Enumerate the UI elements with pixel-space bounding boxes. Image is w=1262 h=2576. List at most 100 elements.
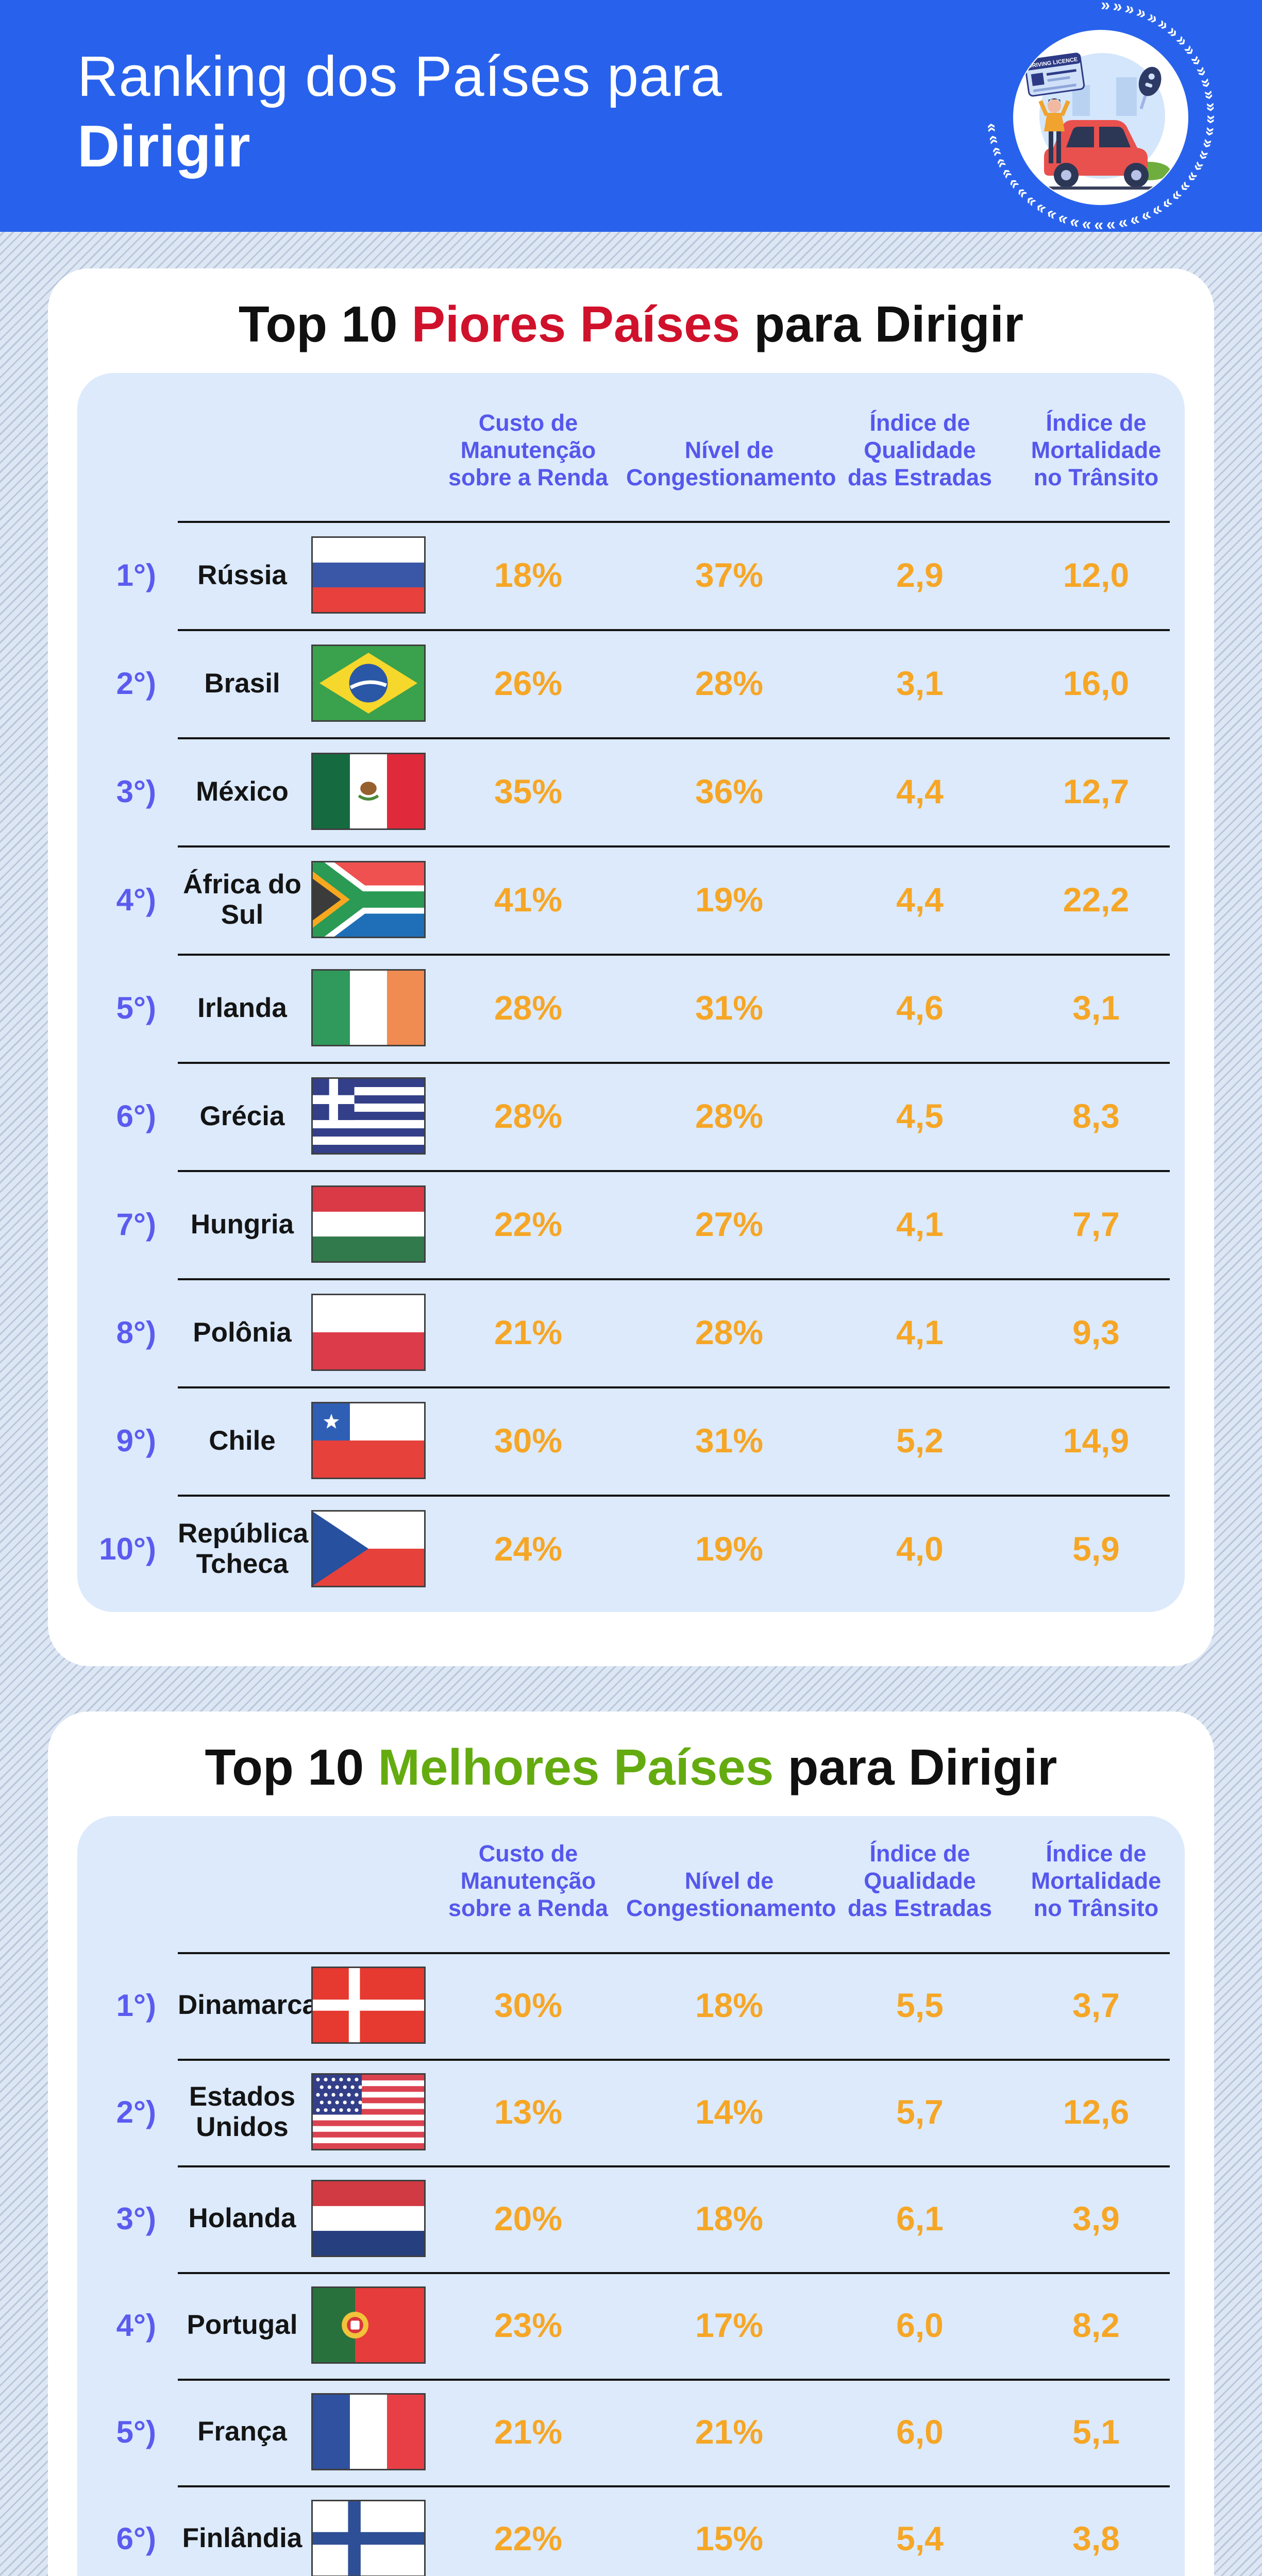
column-header-1: Custo de Manutenção sobre a Renda bbox=[448, 1840, 609, 1922]
best-countries-card: Top 10 Melhores Países para Dirigir Cust… bbox=[48, 1711, 1214, 2576]
value-qualidade-estradas: 5,2 bbox=[896, 1421, 944, 1460]
table-row-usa: 2°) Estados Unidos 13% 14% 5,7 12,6 bbox=[77, 2058, 1185, 2165]
driving-licence-badge: »»»»»»»»»»»»»»»»»»»»»»»»»»»»»»»»»»»»»»»»… bbox=[985, 0, 1217, 232]
rank-label: 2°) bbox=[116, 2094, 156, 2129]
best-column-headers: Custo de Manutenção sobre a Renda Nível de C… bbox=[77, 1816, 1185, 1952]
value-custo-manutencao: 35% bbox=[494, 772, 563, 811]
rank-label: 4°) bbox=[116, 882, 156, 917]
rank-label: 1°) bbox=[116, 1988, 156, 2023]
value-qualidade-estradas: 5,4 bbox=[896, 2519, 944, 2558]
value-qualidade-estradas: 3,1 bbox=[896, 664, 944, 703]
driving-licence-car-illustration-icon: »»»»»»»»»»»»»»»»»»»»»»»»»»»»»»»»»»»»»»»»… bbox=[985, 0, 1217, 232]
denmark-flag-icon bbox=[311, 1967, 426, 2044]
value-congestionamento: 14% bbox=[695, 2093, 764, 2131]
country-name: Grécia bbox=[199, 1100, 285, 1131]
row-separator bbox=[178, 2485, 1170, 2487]
worst-table-panel: Custo de Manutenção sobre a Renda Nível de C… bbox=[77, 373, 1185, 1613]
country-name: República Tcheca bbox=[178, 1518, 309, 1580]
rank-label: 4°) bbox=[116, 2308, 156, 2343]
value-congestionamento: 27% bbox=[695, 1205, 764, 1244]
flag-cell bbox=[307, 1510, 430, 1588]
flag-cell bbox=[307, 861, 430, 939]
column-header-1: Custo de Manutenção sobre a Renda bbox=[448, 410, 609, 491]
row-separator bbox=[178, 1062, 1170, 1064]
poland-flag-icon bbox=[311, 1294, 426, 1371]
usa-flag-icon bbox=[311, 2073, 426, 2151]
value-congestionamento: 36% bbox=[695, 772, 764, 811]
page-title: Ranking dos Países para bbox=[77, 45, 723, 108]
value-custo-manutencao: 18% bbox=[494, 556, 563, 595]
rank-label: 5°) bbox=[116, 2414, 156, 2449]
value-mortalidade-transito: 8,2 bbox=[1072, 2306, 1120, 2345]
country-name: Chile bbox=[209, 1425, 276, 1456]
value-custo-manutencao: 41% bbox=[494, 880, 563, 919]
russia-flag-icon bbox=[311, 536, 426, 614]
value-qualidade-estradas: 6,0 bbox=[896, 2413, 944, 2451]
flag-cell bbox=[307, 1402, 430, 1480]
table-row-czech-republic: 10°) República Tcheca 24% 19% 4,0 5,9 bbox=[77, 1495, 1185, 1603]
value-qualidade-estradas: 4,1 bbox=[896, 1313, 944, 1352]
value-custo-manutencao: 21% bbox=[494, 1313, 563, 1352]
value-qualidade-estradas: 2,9 bbox=[896, 556, 944, 595]
value-congestionamento: 31% bbox=[695, 1421, 764, 1460]
row-separator bbox=[178, 2058, 1170, 2061]
row-separator bbox=[178, 629, 1170, 632]
value-congestionamento: 18% bbox=[695, 2199, 764, 2238]
finland-flag-icon bbox=[311, 2500, 426, 2576]
value-custo-manutencao: 23% bbox=[494, 2306, 563, 2345]
value-custo-manutencao: 30% bbox=[494, 1421, 563, 1460]
value-custo-manutencao: 22% bbox=[494, 2519, 563, 2558]
country-name: Portugal bbox=[187, 2310, 298, 2341]
rank-label: 5°) bbox=[116, 990, 156, 1025]
worst-countries-card: Top 10 Piores Países para Dirigir Custo … bbox=[48, 268, 1214, 1667]
rank-label: 7°) bbox=[116, 1207, 156, 1242]
chile-flag-icon bbox=[311, 1402, 426, 1480]
page-header: Ranking dos Países para Dirigir »»»»»»»»… bbox=[0, 0, 1262, 232]
ground-line bbox=[1035, 187, 1161, 190]
page-title-bold: Dirigir bbox=[77, 114, 250, 179]
flag-cell bbox=[307, 1967, 430, 2044]
value-custo-manutencao: 20% bbox=[494, 2199, 563, 2238]
flag-cell bbox=[307, 2073, 430, 2151]
row-separator bbox=[178, 521, 1170, 523]
worst-table-rows: 1°) Rússia 18% 37% 2,9 12,0 2°) Brasil 26% 28% 3,1… bbox=[77, 521, 1185, 1603]
page-title-block: Ranking dos Países para Dirigir bbox=[77, 45, 722, 178]
value-qualidade-estradas: 4,4 bbox=[896, 880, 944, 919]
rank-label: 8°) bbox=[116, 1315, 156, 1350]
column-header-4: Índice de Mortalidade no Trânsito bbox=[1031, 410, 1162, 491]
rank-label: 9°) bbox=[116, 1423, 156, 1458]
title-suffix: para Dirigir bbox=[773, 1739, 1057, 1796]
flag-cell bbox=[307, 753, 430, 831]
person-icon bbox=[1038, 98, 1070, 163]
country-name: Irlanda bbox=[197, 992, 287, 1023]
row-separator bbox=[178, 2378, 1170, 2381]
table-row-hungary: 7°) Hungria 22% 27% 4,1 7,7 bbox=[77, 1170, 1185, 1278]
mexico-flag-icon bbox=[311, 753, 426, 831]
value-congestionamento: 15% bbox=[695, 2519, 764, 2558]
flag-cell bbox=[307, 2180, 430, 2258]
value-mortalidade-transito: 16,0 bbox=[1063, 664, 1130, 703]
value-qualidade-estradas: 4,5 bbox=[896, 1097, 944, 1136]
country-name: Hungria bbox=[190, 1209, 294, 1240]
portugal-flag-icon bbox=[311, 2286, 426, 2364]
column-header-3: Índice de Qualidade das Estradas bbox=[847, 410, 992, 491]
hungary-flag-icon bbox=[311, 1185, 426, 1263]
row-separator bbox=[178, 1952, 1170, 1954]
value-mortalidade-transito: 12,0 bbox=[1063, 556, 1130, 595]
value-mortalidade-transito: 5,9 bbox=[1072, 1530, 1120, 1568]
country-name: França bbox=[197, 2416, 287, 2447]
value-custo-manutencao: 28% bbox=[494, 989, 563, 1027]
value-congestionamento: 21% bbox=[695, 2413, 764, 2451]
table-row-brazil: 2°) Brasil 26% 28% 3,1 16,0 bbox=[77, 629, 1185, 737]
rank-label: 2°) bbox=[116, 666, 156, 701]
value-qualidade-estradas: 5,5 bbox=[896, 1986, 944, 2025]
row-separator bbox=[178, 1495, 1170, 1497]
worst-column-headers: Custo de Manutenção sobre a Renda Nível de C… bbox=[77, 373, 1185, 521]
column-header-3: Índice de Qualidade das Estradas bbox=[847, 1840, 992, 1922]
table-row-mexico: 3°) México 35% 36% 4,4 12,7 bbox=[77, 737, 1185, 845]
table-row-chile: 9°) Chile 30% 31% 5,2 14,9 bbox=[77, 1386, 1185, 1495]
worst-card-title: Top 10 Piores Países para Dirigir bbox=[77, 268, 1185, 373]
car-key-icon bbox=[1138, 66, 1162, 110]
value-qualidade-estradas: 4,6 bbox=[896, 989, 944, 1027]
